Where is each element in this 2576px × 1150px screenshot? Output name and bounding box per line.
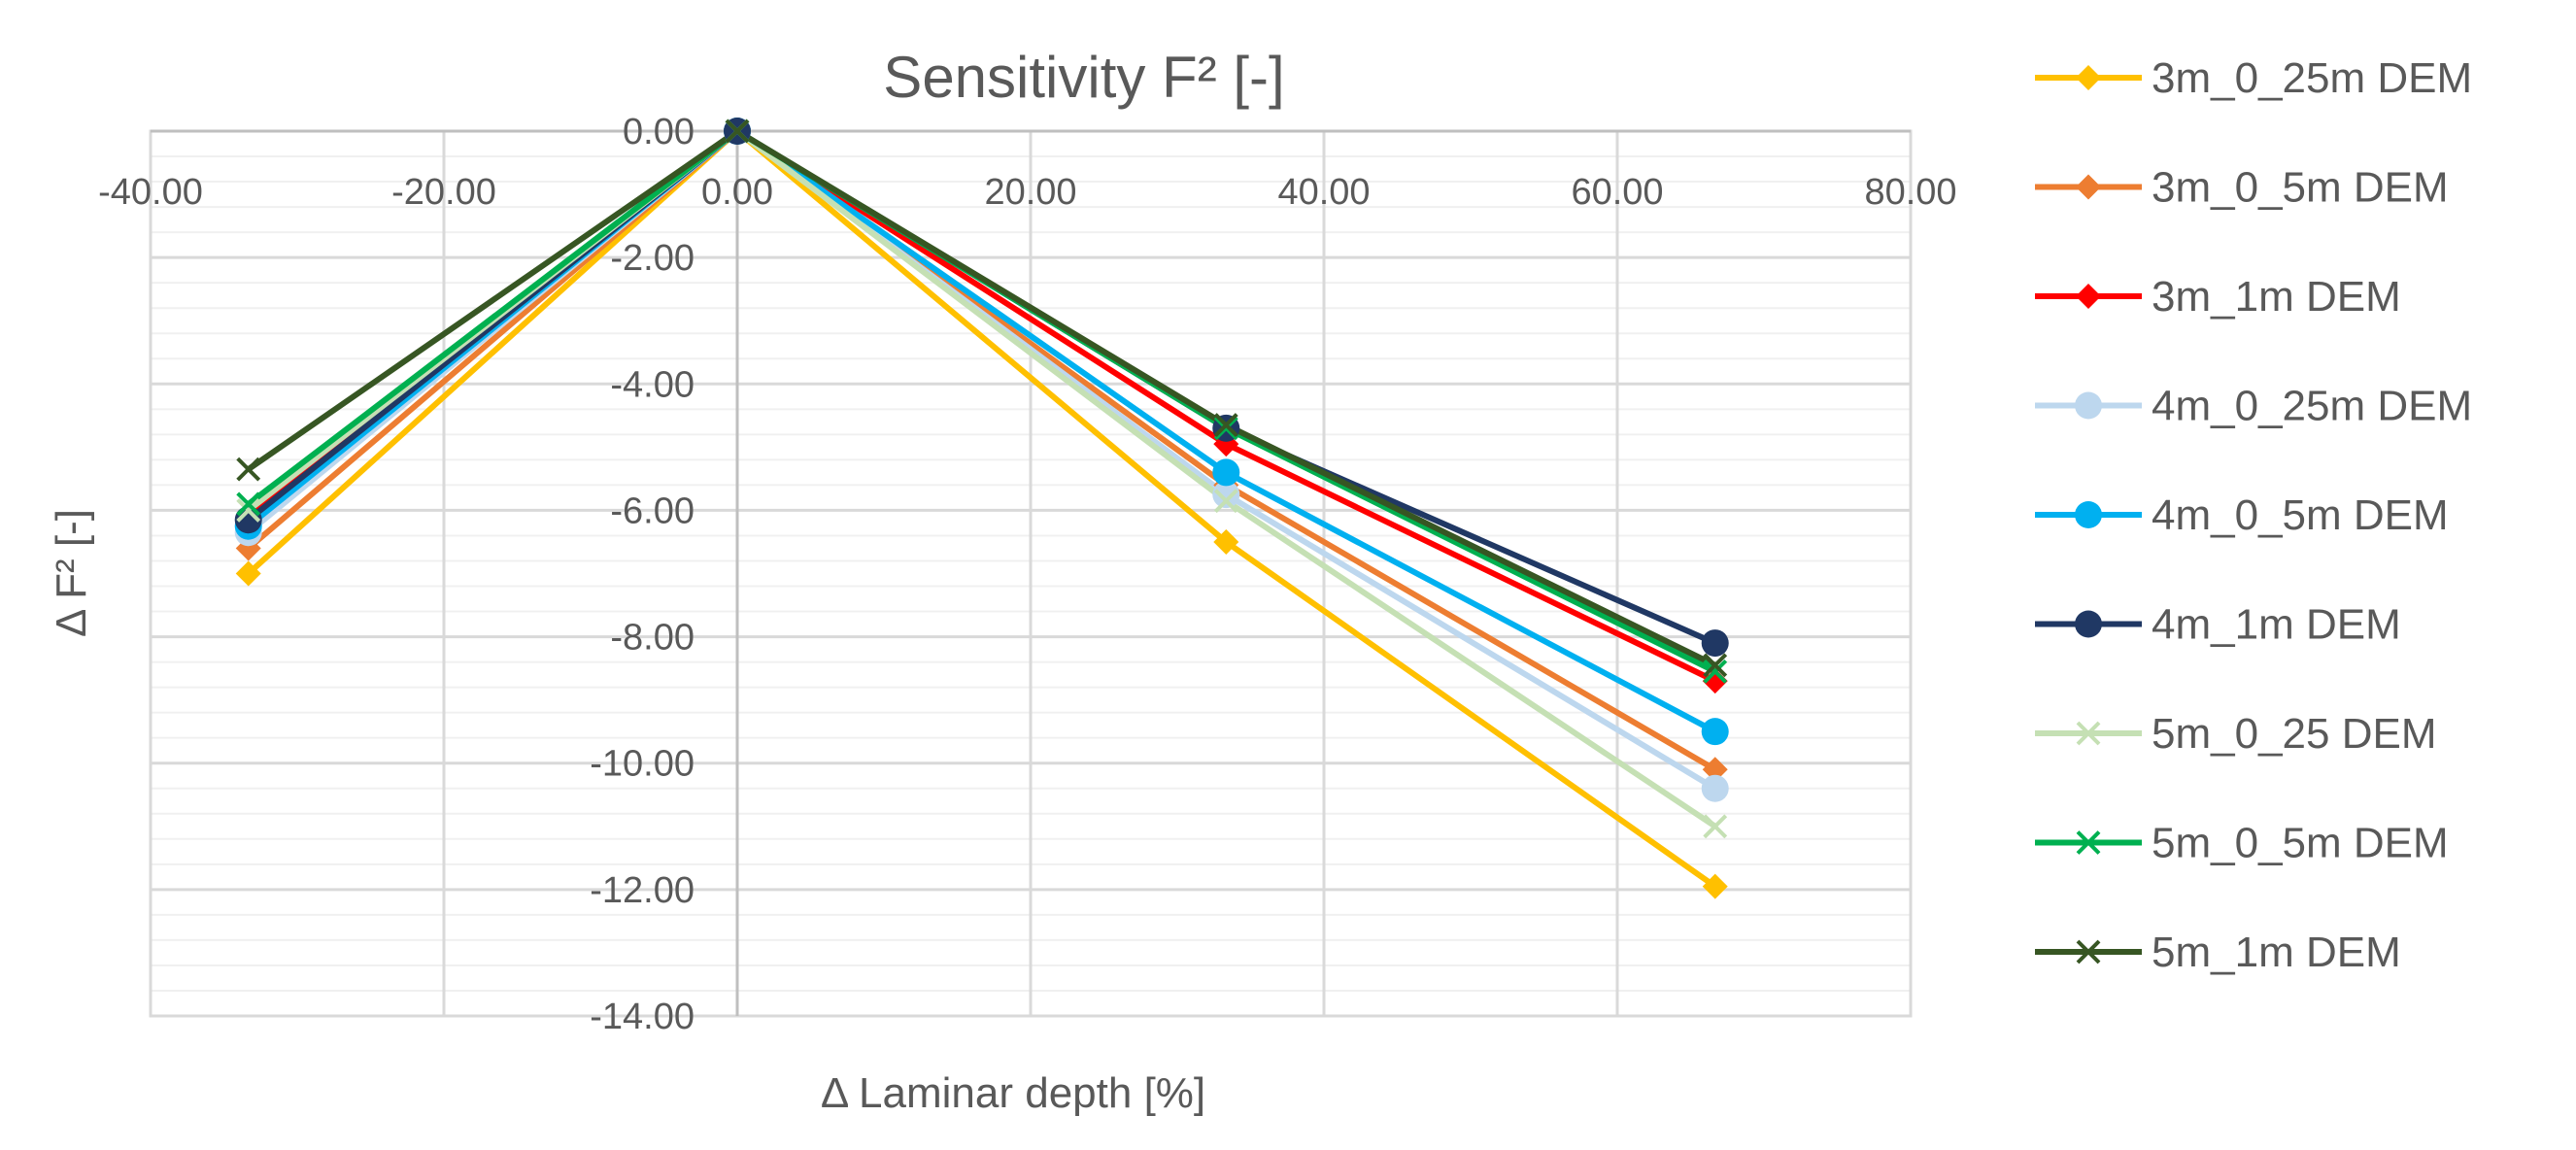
data-point-marker — [2076, 65, 2101, 90]
data-point-marker — [2076, 284, 2101, 309]
series-line — [246, 128, 1717, 772]
y-tick-labels: 0.00 -2.00 -4.00 -6.00 -8.00 -10.00 -12.00 -14.… — [590, 112, 695, 1037]
x-tick-label: 0.00 — [701, 172, 773, 213]
data-point-marker — [2075, 501, 2102, 528]
y-axis-title: Δ F² [-] — [48, 509, 95, 637]
x-tick-label: 80.00 — [1864, 172, 1956, 213]
x-axis-title: Δ Laminar depth [%] — [821, 1069, 1205, 1117]
data-point-marker — [236, 491, 261, 517]
series-line — [246, 128, 1717, 829]
chart-title: Sensitivity F² [-] — [883, 45, 1284, 110]
data-point-marker — [1212, 481, 1240, 509]
legend-label: 5m_0_25 DEM — [2152, 710, 2436, 758]
data-point-marker — [1701, 718, 1729, 746]
data-point-marker — [236, 498, 261, 523]
legend-label: 5m_1m DEM — [2152, 929, 2401, 976]
y-tick-label: -10.00 — [590, 744, 695, 785]
data-point-marker — [1702, 873, 1728, 899]
data-point-marker — [1702, 757, 1728, 783]
x-tick-label: -40.00 — [98, 172, 203, 213]
series-markers — [234, 118, 1729, 899]
x-tick-label: 60.00 — [1571, 172, 1663, 213]
data-point-marker — [1212, 458, 1240, 487]
legend-label: 3m_0_5m DEM — [2152, 164, 2449, 212]
legend-label: 3m_1m DEM — [2152, 273, 2401, 321]
data-point-marker — [725, 118, 750, 144]
y-tick-label: -14.00 — [590, 997, 695, 1037]
legend-label: 4m_1m DEM — [2152, 601, 2401, 649]
series-line — [246, 128, 1717, 684]
data-point-marker — [1701, 629, 1729, 658]
data-point-marker — [2075, 610, 2102, 638]
data-point-marker — [1213, 413, 1238, 437]
y-tick-label: -12.00 — [590, 870, 695, 911]
y-tick-label: 0.00 — [623, 112, 695, 152]
legend-label: 4m_0_25m DEM — [2152, 383, 2472, 430]
x-tick-labels: -40.00 -20.00 0.00 20.00 40.00 60.00 80.00 — [98, 172, 1956, 213]
data-point-marker — [2076, 939, 2101, 964]
data-point-marker — [1213, 528, 1239, 555]
y-tick-label: -6.00 — [610, 490, 695, 531]
data-point-marker — [235, 560, 261, 587]
legend-label: 3m_0_25m DEM — [2152, 54, 2472, 102]
series-lines — [246, 128, 1717, 890]
major-gridlines — [149, 129, 1913, 1018]
series-line — [246, 128, 1717, 890]
data-point-marker — [2075, 391, 2102, 420]
data-point-marker — [1703, 814, 1728, 839]
data-point-marker — [1213, 489, 1238, 514]
data-point-marker — [1702, 668, 1728, 694]
data-point-marker — [1703, 659, 1728, 684]
data-point-marker — [1213, 416, 1238, 441]
y-tick-label: -4.00 — [610, 364, 695, 405]
x-tick-label: 40.00 — [1277, 172, 1370, 213]
legend-label: 4m_0_5m DEM — [2152, 491, 2449, 539]
legend-label: 5m_0_5m DEM — [2152, 820, 2449, 867]
data-point-marker — [236, 457, 261, 482]
data-point-marker — [2076, 721, 2101, 746]
y-tick-label: -2.00 — [610, 238, 695, 279]
x-tick-label: -20.00 — [391, 172, 496, 213]
data-point-marker — [2076, 174, 2101, 200]
data-point-marker — [1703, 653, 1728, 678]
y-tick-label: -8.00 — [610, 618, 695, 659]
data-point-marker — [1701, 774, 1729, 802]
x-tick-label: 20.00 — [984, 172, 1076, 213]
legend: 3m_0_25m DEM 3m_0_5m DEM 3m_1m DEM 4m_0_25m… — [2035, 54, 2472, 976]
data-point-marker — [2076, 830, 2101, 855]
series-line — [247, 128, 1717, 668]
